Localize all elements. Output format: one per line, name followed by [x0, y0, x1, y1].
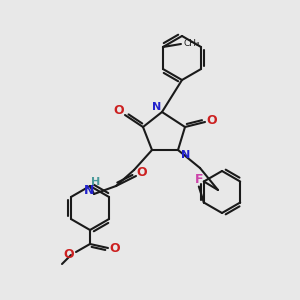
Text: O: O — [114, 104, 124, 118]
Text: H: H — [92, 177, 100, 187]
Text: CH₃: CH₃ — [184, 40, 201, 49]
Text: O: O — [64, 248, 74, 260]
Text: F: F — [195, 173, 203, 186]
Text: O: O — [137, 166, 147, 178]
Text: O: O — [110, 242, 120, 256]
Text: N: N — [152, 102, 162, 112]
Text: N: N — [84, 184, 94, 196]
Text: O: O — [207, 113, 217, 127]
Text: N: N — [182, 150, 190, 160]
